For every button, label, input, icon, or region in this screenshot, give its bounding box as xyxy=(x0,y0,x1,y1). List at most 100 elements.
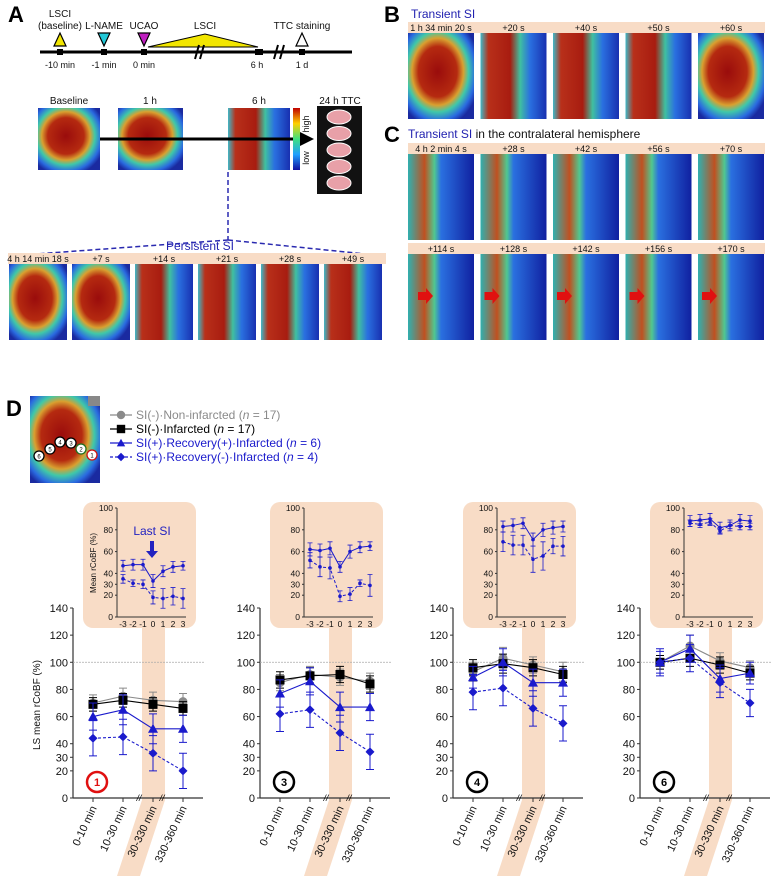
diamond-marker-icon xyxy=(365,747,375,757)
y-tick-label: 40 xyxy=(623,739,635,751)
ttc-slice xyxy=(326,175,352,191)
ttc-slice xyxy=(326,159,352,174)
y-tick-label: 140 xyxy=(617,603,635,615)
square-marker-icon xyxy=(178,703,188,713)
triangle-marker-icon xyxy=(116,438,126,447)
x-tick-label: 10-30 min xyxy=(285,804,317,853)
inset-point xyxy=(501,524,505,529)
y-tick-label: 40 xyxy=(56,739,68,751)
axis-break-icon: // xyxy=(135,793,143,803)
frame-time-label: +114 s xyxy=(428,244,455,254)
inset-x-tick-label: 0 xyxy=(151,619,156,629)
inset-y-label: Mean rCoBF (%) xyxy=(89,533,98,593)
arrowhead-icon xyxy=(298,131,314,147)
series-line xyxy=(472,657,564,673)
lsci-frame-image xyxy=(324,264,382,340)
inset-x-tick-label: -1 xyxy=(519,619,527,629)
inset-y-tick-label: 20 xyxy=(291,590,301,600)
y-tick-label: 60 xyxy=(56,712,68,724)
frame-time-label: +156 s xyxy=(645,244,673,254)
inset-x-tick-label: 0 xyxy=(718,619,723,629)
last-si-band xyxy=(117,620,165,876)
roi-badge xyxy=(85,770,109,794)
inset-point xyxy=(531,537,535,542)
triangle-marker-icon xyxy=(528,677,538,687)
legend-text: = 17) xyxy=(249,408,280,422)
diamond-marker-icon xyxy=(178,766,188,776)
frame-label-strip xyxy=(408,243,765,254)
event-label: UCAO xyxy=(130,21,159,32)
frame-time-label: +20 s xyxy=(502,23,525,33)
inset-x-tick-label: 3 xyxy=(561,619,566,629)
timeline-tick xyxy=(141,49,147,55)
diamond-marker-icon xyxy=(528,703,538,713)
square-marker-icon xyxy=(148,699,158,709)
inset-point xyxy=(181,563,185,568)
event-time-label: 1 d xyxy=(296,60,309,70)
x-tick-label: 0-10 min xyxy=(451,804,480,848)
y-tick-label: 120 xyxy=(237,630,255,642)
inset-point xyxy=(551,544,555,548)
legend-item: SI(-)·Infarcted (n = 17) xyxy=(110,422,255,436)
roi-number: 1 xyxy=(90,454,94,460)
inset-y-tick-label: 40 xyxy=(671,568,681,578)
triangle-marker-icon xyxy=(275,688,285,698)
inset-y-tick-label: 40 xyxy=(291,568,301,578)
triangle-marker-icon xyxy=(118,704,128,714)
triangle-marker-icon xyxy=(88,711,98,721)
lsci-frame-image xyxy=(9,264,67,340)
red-arrow-icon xyxy=(629,288,645,304)
frame-time-label: +56 s xyxy=(647,144,670,154)
roi-badge xyxy=(652,770,676,794)
inset-x-tick-label: 1 xyxy=(161,619,166,629)
frame-time-label: +40 s xyxy=(575,23,598,33)
inset-x-tick-label: 3 xyxy=(368,619,373,629)
axis-break-icon: // xyxy=(538,793,546,803)
series-line xyxy=(92,736,184,772)
inset-point xyxy=(541,554,545,558)
roi-badge xyxy=(272,770,296,794)
inset-point xyxy=(131,562,135,567)
legend-text: SI(-)·Infarcted ( xyxy=(136,422,217,436)
event-marker-icon xyxy=(97,32,111,48)
inset-x-tick-label: -2 xyxy=(509,619,517,629)
diamond-marker-icon xyxy=(118,732,128,742)
frame-time-label: +142 s xyxy=(572,244,600,254)
roi-badge-number: 4 xyxy=(474,777,481,789)
inset-x-tick-label: 1 xyxy=(541,619,546,629)
inset-point xyxy=(121,563,125,568)
contralateral-title-rest: in the contralateral hemisphere xyxy=(472,127,640,141)
diamond-marker-icon xyxy=(715,678,725,688)
image-label: 1 h xyxy=(143,96,157,107)
y-tick-label: 0 xyxy=(442,793,448,805)
y-tick-label: 100 xyxy=(617,657,635,669)
axis-break-icon: // xyxy=(702,793,710,803)
legend-label: SI(-)·Infarcted (n = 17) xyxy=(136,422,255,436)
triangle-marker-icon xyxy=(178,723,188,733)
y-tick-label: 60 xyxy=(243,712,255,724)
lsci-frame-image xyxy=(135,264,193,340)
series-line xyxy=(472,687,564,724)
inset-x-tick-label: 2 xyxy=(358,619,363,629)
x-tick-label: 10-30 min xyxy=(98,804,130,853)
legend-text: = 17) xyxy=(224,422,255,436)
legend-label: SI(+)·Recovery(+)·Infarcted (n = 6) xyxy=(136,436,321,450)
inset-point xyxy=(328,546,332,551)
ttc-slice xyxy=(326,109,352,125)
inset-point xyxy=(358,545,362,550)
lsci-frame-image xyxy=(198,264,256,340)
frame-label-strip xyxy=(408,143,765,154)
image-label: Baseline xyxy=(50,96,89,107)
inset-x-tick-label: 0 xyxy=(338,619,343,629)
roi-number: 3 xyxy=(69,442,73,448)
diamond-marker-icon xyxy=(305,705,315,715)
triangle-marker-icon xyxy=(335,702,345,712)
event-time-label: -10 min xyxy=(45,60,75,70)
image-label: 6 h xyxy=(252,96,266,107)
frame-time-label: +28 s xyxy=(279,254,302,264)
inset-point xyxy=(531,557,535,562)
diamond-marker-icon xyxy=(148,748,158,758)
series-line xyxy=(279,673,371,685)
